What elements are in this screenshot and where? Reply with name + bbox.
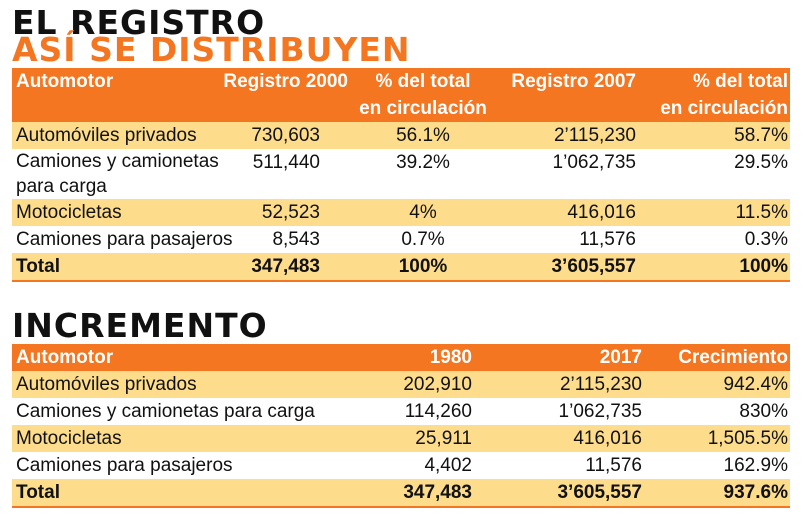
total-value: 3’605,557 xyxy=(557,482,642,503)
row-label: Automóviles privados xyxy=(16,125,197,146)
cell-value: 2’115,230 xyxy=(553,125,636,146)
total-label: Total xyxy=(16,482,60,503)
incremento-table: Automotor 1980 2017 Crecimiento Automóvi… xyxy=(12,344,790,508)
row-label: Camiones y camionetas para carga xyxy=(16,401,315,422)
table-row: Motocicletas 52,523 4% 416,016 11.5% xyxy=(12,199,790,226)
total-row: Total 347,483 100% 3’605,557 100% xyxy=(12,253,790,282)
cell-value: 58.7% xyxy=(734,125,788,146)
table-row: Camiones para pasajeros 8,543 0.7% 11,57… xyxy=(12,226,790,253)
table-row: Motocicletas 25,911 416,016 1,505.5% xyxy=(12,425,790,452)
col-crecimiento: Crecimiento xyxy=(678,347,788,368)
cell-value: 416,016 xyxy=(573,428,642,449)
cell-value: 11.5% xyxy=(735,202,788,223)
total-value: 3’605,557 xyxy=(551,256,636,277)
col-pct-2000: % del total xyxy=(375,71,471,92)
row-label: Motocicletas xyxy=(16,202,122,223)
total-value: 937.6% xyxy=(723,482,788,503)
row-label: Camiones y camionetas para carga xyxy=(16,151,219,197)
cell-value: 52,523 xyxy=(261,202,320,223)
cell-value: 1’062,735 xyxy=(552,152,636,173)
col-registro-2007: Registro 2007 xyxy=(511,71,636,92)
col-registro-2000: Registro 2000 xyxy=(223,71,348,92)
table-row: Camiones para pasajeros 4,402 11,576 162… xyxy=(12,452,790,479)
cell-value: 56.1% xyxy=(396,125,450,146)
cell-value: 942.4% xyxy=(723,374,788,395)
registro-header-row-2: en circulación en circulación xyxy=(12,95,790,122)
cell-value: 25,911 xyxy=(415,428,472,449)
registro-table: Automotor Registro 2000 % del total Regi… xyxy=(12,68,790,282)
cell-value: 4% xyxy=(409,202,437,223)
total-value: 100% xyxy=(739,256,788,277)
cell-value: 11,576 xyxy=(579,229,636,250)
cell-value: 39.2% xyxy=(396,152,450,173)
col-2017: 2017 xyxy=(599,347,642,368)
row-label: Camiones para pasajeros xyxy=(16,455,233,476)
col-pct-2000-line2: en circulación xyxy=(359,98,487,119)
total-value: 347,483 xyxy=(403,482,472,503)
col-pct-2007: % del total xyxy=(692,71,788,92)
cell-value: 1,505.5% xyxy=(707,428,788,449)
cell-value: 114,260 xyxy=(404,401,472,422)
cell-value: 29.5% xyxy=(734,152,788,173)
cell-value: 2’115,230 xyxy=(559,374,642,395)
table-row: Automóviles privados 730,603 56.1% 2’115… xyxy=(12,122,790,149)
row-label: Camiones para pasajeros xyxy=(16,229,233,250)
row-label: Motocicletas xyxy=(16,428,122,449)
cell-value: 1’062,735 xyxy=(558,401,642,422)
col-automotor: Automotor xyxy=(16,347,114,368)
cell-value: 730,603 xyxy=(251,125,320,146)
table-row: Camiones y camionetas para carga 114,260… xyxy=(12,398,790,425)
total-label: Total xyxy=(16,256,60,277)
col-automotor: Automotor xyxy=(16,71,114,92)
cell-value: 830% xyxy=(739,401,788,422)
cell-value: 202,910 xyxy=(403,374,472,395)
total-value: 347,483 xyxy=(251,256,320,277)
table-row: Automóviles privados 202,910 2’115,230 9… xyxy=(12,371,790,398)
total-value: 100% xyxy=(398,256,448,277)
table-row: Camiones y camionetas para carga 511,440… xyxy=(12,149,790,199)
cell-value: 162.9% xyxy=(723,455,788,476)
cell-value: 8,543 xyxy=(272,229,320,250)
incremento-header-row: Automotor 1980 2017 Crecimiento xyxy=(12,344,790,371)
title-main: EL REGISTRO xyxy=(12,3,266,42)
title-incremento: INCREMENTO xyxy=(12,306,268,345)
col-pct-2007-line2: en circulación xyxy=(660,98,788,119)
title-sub: ASÍ SE DISTRIBUYEN xyxy=(12,30,411,69)
total-row: Total 347,483 3’605,557 937.6% xyxy=(12,479,790,508)
row-label: Automóviles privados xyxy=(16,374,197,395)
cell-value: 416,016 xyxy=(567,202,636,223)
registro-header-row: Automotor Registro 2000 % del total Regi… xyxy=(12,68,790,95)
cell-value: 0.7% xyxy=(401,229,445,250)
col-1980: 1980 xyxy=(429,347,472,368)
cell-value: 0.3% xyxy=(744,229,788,250)
cell-value: 11,576 xyxy=(585,455,642,476)
cell-value: 511,440 xyxy=(252,152,320,173)
cell-value: 4,402 xyxy=(424,455,472,476)
